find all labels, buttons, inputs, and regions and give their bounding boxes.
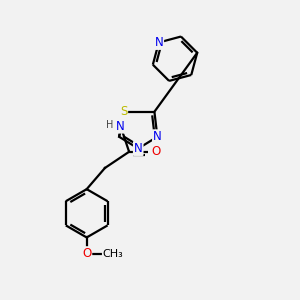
Text: N: N (134, 142, 142, 155)
Text: N: N (153, 130, 162, 143)
Text: CH₃: CH₃ (103, 249, 124, 259)
Text: N: N (116, 120, 124, 133)
Text: O: O (82, 247, 91, 260)
Text: N: N (154, 36, 163, 49)
Text: S: S (120, 105, 127, 118)
Text: H: H (106, 120, 113, 130)
Text: O: O (151, 145, 160, 158)
